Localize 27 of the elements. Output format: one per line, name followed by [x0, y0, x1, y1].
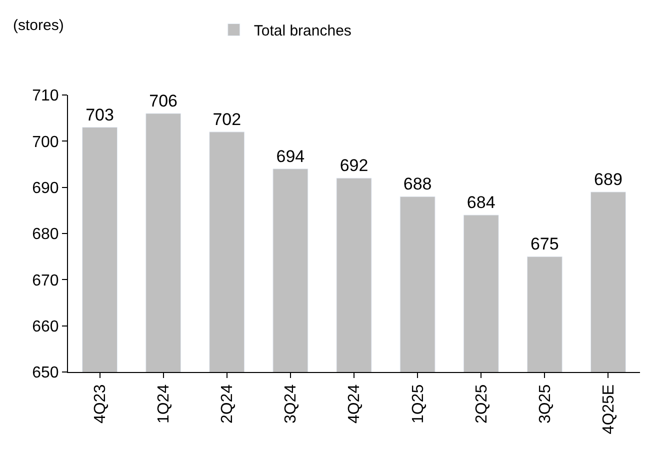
x-tick-label: 4Q23 [92, 384, 109, 424]
x-tick-label: 1Q25 [410, 384, 427, 424]
x-tick-label: 4Q24 [346, 384, 364, 424]
data-label: 688 [403, 174, 432, 194]
x-tick-label: 3Q25 [536, 384, 554, 424]
data-label: 706 [149, 91, 178, 110]
y-tick-label: 650 [32, 364, 59, 382]
y-tick-label: 690 [32, 180, 59, 197]
data-label: 689 [594, 170, 622, 189]
x-tick-label: 4Q25E [600, 384, 618, 434]
x-tick-label: 2Q24 [219, 384, 236, 424]
x-tick-label: 1Q24 [156, 384, 173, 424]
data-label: 692 [340, 156, 368, 176]
legend-label: Total branches [254, 22, 352, 40]
x-tick-label: 3Q24 [282, 384, 300, 424]
data-label: 684 [466, 193, 496, 212]
data-label: 703 [86, 105, 114, 124]
y-tick-label: 670 [32, 272, 59, 290]
x-tick-label: 2Q25 [473, 384, 490, 424]
data-label: 702 [212, 110, 242, 129]
y-tick-label: 660 [32, 318, 59, 336]
data-label: 694 [276, 146, 305, 166]
text: (stores) [13, 17, 64, 34]
y-tick-label: 680 [32, 226, 59, 244]
y-tick-label: 710 [32, 88, 59, 105]
data-label: 675 [530, 234, 559, 254]
y-tick-label: 700 [32, 134, 59, 151]
